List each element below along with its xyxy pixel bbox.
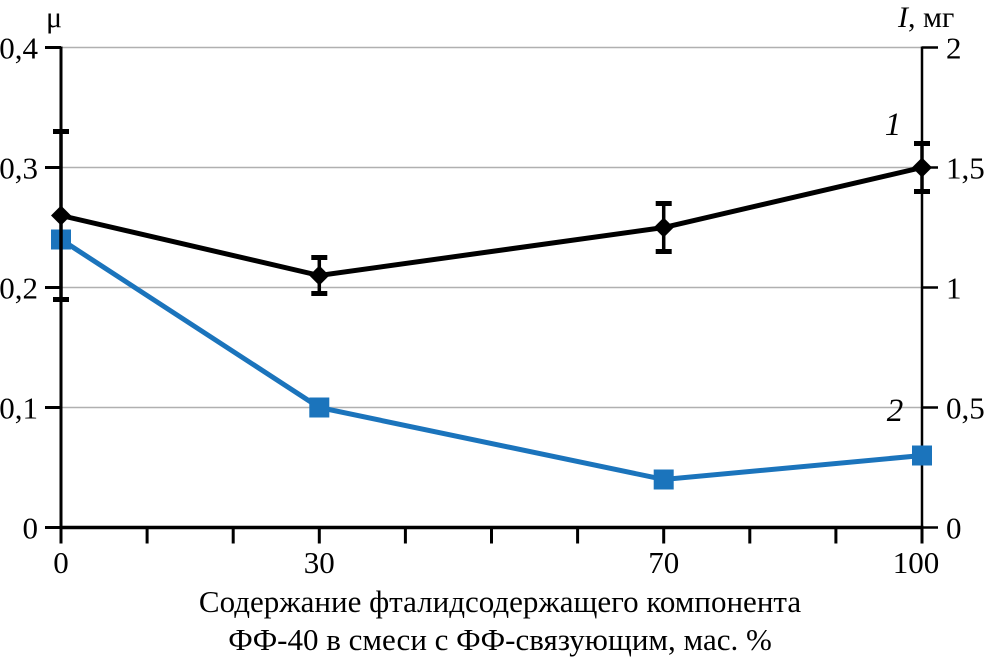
right-axis-title-units: , мг (908, 1, 954, 34)
x-axis: 0 30 70 100 (53, 527, 940, 580)
series-2-line (59, 237, 923, 483)
left-axis-tick-label: 0,2 (0, 271, 38, 306)
series-2-curve-label: 2 (887, 393, 904, 429)
right-axis-tick-label: 0,5 (946, 391, 985, 426)
left-axis-tick-label: 0 (23, 511, 39, 546)
data-point-marker (653, 469, 674, 490)
data-point-marker (309, 265, 330, 286)
right-axis-tick-label: 0 (946, 511, 962, 546)
left-axis-tick-label: 0,3 (0, 151, 38, 186)
left-axis: 0,4 0,3 0,2 0,1 0 (0, 31, 61, 546)
data-point-marker (653, 217, 674, 238)
gridlines (61, 46, 922, 409)
series-1 (51, 129, 932, 302)
series-1-line (60, 165, 923, 279)
x-axis-caption-line1: Содержание фталидсодержащего компонента (199, 584, 801, 619)
left-axis-title: μ (46, 1, 62, 34)
series-2 (51, 229, 932, 490)
data-point-marker (912, 445, 932, 466)
right-axis: 2 1,5 1 0,5 0 (922, 31, 985, 546)
x-axis-tick-label: 30 (304, 545, 335, 580)
data-point-marker (912, 157, 932, 178)
x-axis-caption-line2: ФФ-40 в смеси с ФФ-связующим, мас. % (228, 622, 772, 657)
right-axis-title-symbol: I (897, 1, 910, 34)
right-axis-tick-label: 1 (946, 271, 962, 306)
x-axis-tick-label: 100 (893, 545, 940, 580)
left-axis-tick-label: 0,4 (0, 31, 39, 66)
data-point-marker (51, 205, 71, 226)
series-1-curve-label: 1 (885, 107, 902, 143)
x-axis-tick-label: 0 (53, 545, 69, 580)
right-axis-title: I, мг (897, 1, 954, 34)
right-axis-tick-label: 2 (946, 31, 962, 66)
left-axis-tick-label: 0,1 (0, 391, 38, 426)
data-point-marker (309, 397, 330, 418)
right-axis-tick-label: 1,5 (946, 151, 985, 186)
x-axis-tick-label: 70 (648, 545, 679, 580)
